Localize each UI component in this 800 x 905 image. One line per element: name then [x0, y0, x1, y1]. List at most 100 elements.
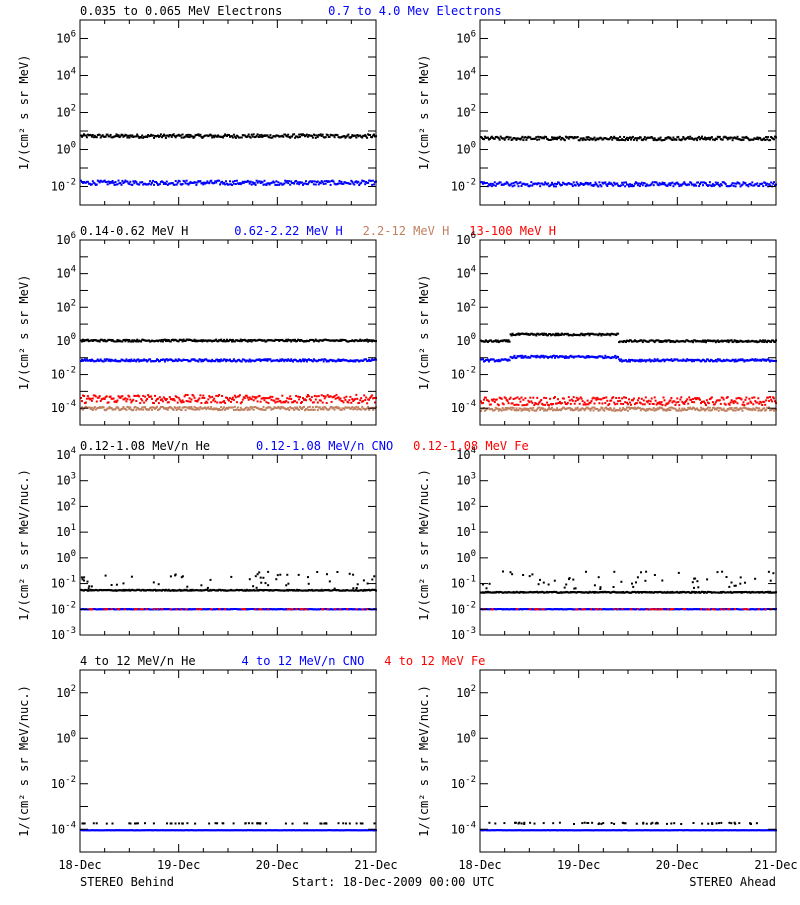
data-point — [594, 137, 596, 139]
data-point — [641, 398, 643, 400]
data-point — [622, 184, 624, 186]
data-point — [294, 400, 296, 402]
data-point — [325, 136, 327, 138]
data-point — [327, 608, 329, 610]
data-point — [237, 407, 239, 409]
data-point — [739, 183, 741, 185]
data-point — [317, 181, 319, 183]
legend-entry: 2.2-12 MeV H — [363, 224, 450, 238]
data-point — [150, 395, 152, 397]
data-point — [156, 406, 158, 408]
data-point — [769, 396, 771, 398]
data-point — [157, 398, 159, 400]
data-point — [572, 579, 574, 581]
data-point — [731, 582, 733, 584]
data-point — [617, 356, 619, 358]
data-point — [548, 584, 550, 586]
data-point — [729, 404, 731, 406]
data-point — [642, 403, 644, 405]
data-point — [219, 608, 221, 610]
data-point — [305, 180, 307, 182]
data-point — [686, 409, 688, 411]
data-point — [287, 401, 289, 403]
data-point — [576, 397, 578, 399]
data-point — [257, 573, 259, 575]
data-point — [366, 137, 368, 139]
data-point — [146, 608, 148, 610]
plot-frame — [80, 20, 376, 205]
data-point — [182, 134, 184, 136]
data-point — [218, 180, 220, 182]
data-point — [590, 182, 592, 184]
data-point — [622, 403, 624, 405]
data-point — [573, 181, 575, 183]
data-point — [511, 573, 513, 575]
data-point — [588, 136, 590, 138]
data-point — [279, 408, 281, 410]
data-points-he-ahead — [480, 571, 777, 611]
data-point — [249, 409, 251, 411]
data-point — [224, 402, 226, 404]
y-tick-label: 10-2 — [51, 178, 76, 194]
data-point — [717, 182, 719, 184]
y-tick-label: 10-4 — [51, 399, 76, 415]
data-point — [252, 136, 254, 138]
data-point — [318, 183, 320, 185]
data-point — [619, 136, 621, 138]
data-point — [565, 584, 567, 586]
data-point — [686, 398, 688, 400]
data-point — [577, 407, 579, 409]
data-point — [587, 400, 589, 402]
data-point — [161, 398, 163, 400]
data-point — [742, 136, 744, 138]
data-point — [114, 184, 116, 186]
data-point — [296, 402, 298, 404]
data-point — [235, 137, 237, 139]
data-point — [366, 402, 368, 404]
y-tick-label: 104 — [56, 67, 76, 83]
data-point — [669, 407, 671, 409]
data-point — [154, 395, 156, 397]
data-point — [321, 394, 323, 396]
data-point — [521, 136, 523, 138]
data-point — [608, 409, 610, 411]
data-point — [125, 400, 127, 402]
data-point — [507, 400, 509, 402]
data-point — [277, 398, 279, 400]
data-point — [276, 184, 278, 186]
data-point — [631, 583, 633, 585]
data-point — [142, 608, 144, 610]
data-point — [674, 404, 676, 406]
data-point — [619, 407, 621, 409]
data-point — [110, 134, 112, 136]
data-point — [490, 404, 492, 406]
data-point — [291, 608, 293, 610]
data-point — [166, 398, 168, 400]
data-point — [600, 586, 602, 588]
data-point — [664, 139, 666, 141]
data-point — [323, 360, 325, 362]
data-point — [188, 134, 190, 136]
data-point — [87, 181, 89, 183]
data-point — [290, 398, 292, 400]
data-point — [334, 409, 336, 411]
data-point — [758, 403, 760, 405]
data-point — [733, 410, 735, 412]
data-point — [680, 396, 682, 398]
data-point — [264, 180, 266, 182]
data-point — [296, 407, 298, 409]
data-point — [235, 396, 237, 398]
data-point — [233, 134, 235, 136]
data-point — [632, 136, 634, 138]
data-point — [741, 398, 743, 400]
data-point — [732, 182, 734, 184]
data-point — [758, 185, 760, 187]
data-point — [766, 183, 768, 185]
data-point — [603, 397, 605, 399]
data-point — [236, 409, 238, 411]
data-point — [698, 185, 700, 187]
data-point — [224, 183, 226, 185]
data-point — [564, 587, 566, 589]
